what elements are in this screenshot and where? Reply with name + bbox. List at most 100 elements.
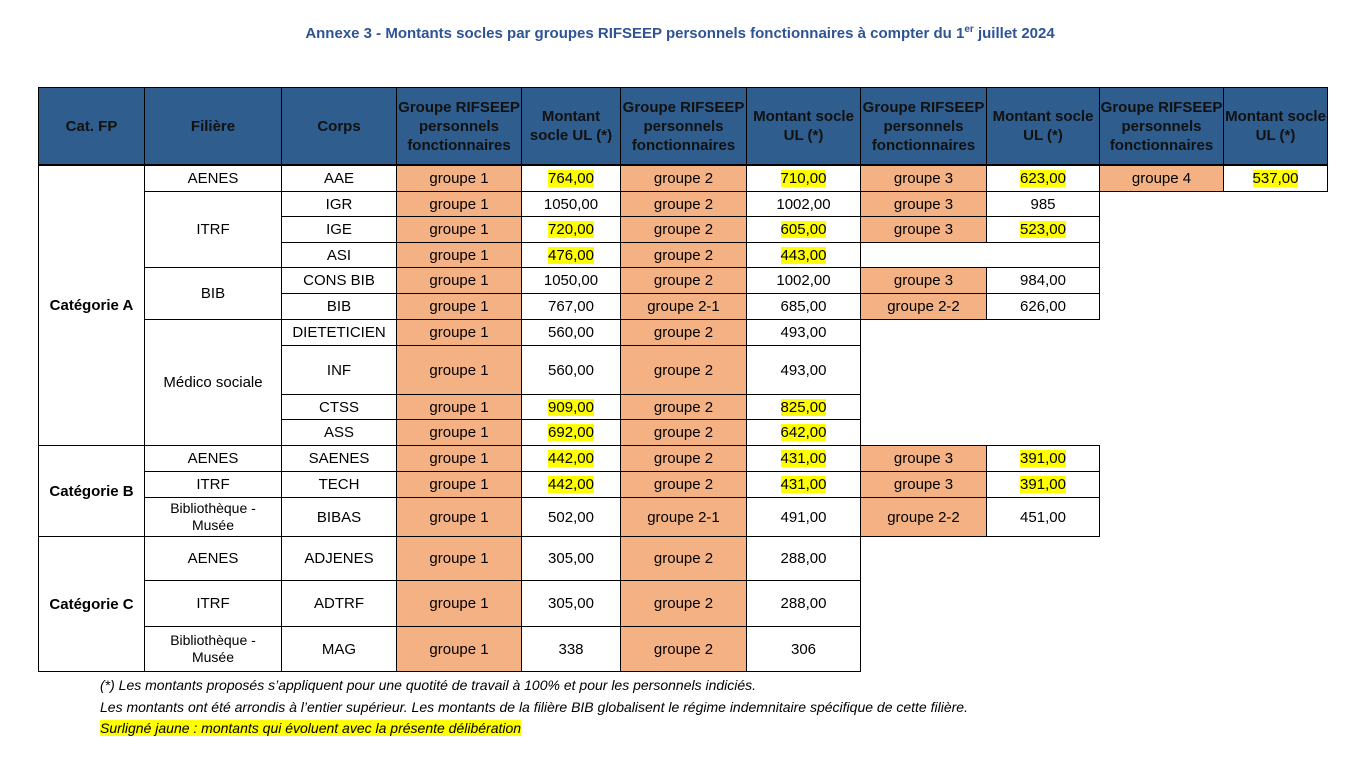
group-cell: groupe 2 xyxy=(620,191,747,217)
group-cell-text: groupe 2 xyxy=(653,424,714,441)
amount-cell-text: 984,00 xyxy=(1020,272,1066,289)
group-cell-text: groupe 2 xyxy=(653,640,714,658)
group-cell: groupe 1 xyxy=(396,345,522,395)
group-cell: groupe 2-2 xyxy=(860,497,987,537)
amount-cell: 431,00 xyxy=(746,471,861,498)
group-cell: groupe 2 xyxy=(620,626,747,672)
amount-cell: 502,00 xyxy=(521,497,621,537)
group-cell-text: groupe 1 xyxy=(429,476,489,493)
amount-cell: 985 xyxy=(986,191,1100,217)
group-cell-text: groupe 2 xyxy=(653,170,714,187)
category-cell: Catégorie C xyxy=(38,536,145,672)
group-cell-text: groupe 2 xyxy=(653,272,714,289)
filiere-cell: ITRF xyxy=(144,191,282,268)
group-cell: groupe 2 xyxy=(620,536,747,581)
group-cell-text: groupe 1 xyxy=(429,550,489,567)
corps-cell-text: BIBAS xyxy=(316,508,362,526)
amount-cell: 306 xyxy=(746,626,861,672)
filiere-cell: Bibliothèque - Musée xyxy=(144,626,282,672)
category-cell-text: Catégorie A xyxy=(49,297,134,314)
group-cell: groupe 2 xyxy=(620,319,747,346)
corps-cell-text: DIETETICIEN xyxy=(292,324,386,341)
filiere-cell-text: ITRF xyxy=(196,476,230,493)
amount-cell: 391,00 xyxy=(986,471,1100,498)
header-cell: Groupe RIFSEEP personnels fonctionnaires xyxy=(1099,87,1224,165)
amount-cell-text: 306 xyxy=(790,640,817,658)
group-cell: groupe 1 xyxy=(396,191,522,217)
amount-cell: 909,00 xyxy=(521,394,621,420)
corps-cell-text: CTSS xyxy=(318,398,359,416)
amount-cell: 523,00 xyxy=(986,216,1100,243)
header-cell: Groupe RIFSEEP personnels fonctionnaires xyxy=(396,87,522,165)
group-cell: groupe 1 xyxy=(396,536,522,581)
filiere-cell: Médico sociale xyxy=(144,319,282,446)
category-cell-text: Catégorie B xyxy=(49,482,134,500)
amount-cell-text: 909,00 xyxy=(548,398,594,416)
group-cell-text: groupe 1 xyxy=(429,450,489,467)
group-cell-text: groupe 1 xyxy=(429,424,489,441)
amount-cell-text: 443,00 xyxy=(780,246,827,264)
footnotes: (*) Les montants proposés s’appliquent p… xyxy=(100,675,968,740)
amount-cell: 623,00 xyxy=(986,165,1100,192)
group-cell: groupe 3 xyxy=(860,165,987,192)
filiere-cell: AENES xyxy=(144,445,282,472)
group-cell-text: groupe 2-2 xyxy=(887,508,960,526)
group-cell-text: groupe 2-1 xyxy=(647,298,720,315)
group-cell: groupe 2-1 xyxy=(620,293,747,320)
amount-cell: 493,00 xyxy=(746,345,861,395)
corps-cell-text: ADJENES xyxy=(304,550,374,567)
group-cell-text: groupe 2 xyxy=(653,246,714,264)
group-cell-text: groupe 2 xyxy=(653,195,714,213)
corps-cell-text: MAG xyxy=(321,640,357,658)
group-cell-text: groupe 1 xyxy=(429,170,489,187)
header-cell: Cat. FP xyxy=(38,87,145,165)
header-cell: Montant socle UL (*) xyxy=(1223,87,1328,165)
header-cell-text: Montant socle UL (*) xyxy=(1225,108,1326,144)
header-cell: Montant socle UL (*) xyxy=(521,87,621,165)
filiere-cell-text: ITRF xyxy=(196,595,230,612)
group-cell-text: groupe 2 xyxy=(653,476,714,493)
group-cell-text: groupe 1 xyxy=(429,246,489,264)
amount-cell-text: 523,00 xyxy=(1020,221,1066,238)
group-cell-text: groupe 2 xyxy=(653,450,714,467)
group-cell: groupe 1 xyxy=(396,319,522,346)
amount-cell-text: 767,00 xyxy=(548,298,594,315)
title-sup: er xyxy=(964,24,974,35)
footnote-line: Les montants ont été arrondis à l’entier… xyxy=(100,697,968,719)
filiere-cell-text: Bibliothèque - Musée xyxy=(170,500,256,533)
group-cell: groupe 1 xyxy=(396,242,522,268)
corps-cell: TECH xyxy=(281,471,397,498)
header-cell-text: Groupe RIFSEEP personnels fonctionnaires xyxy=(1100,98,1223,154)
corps-cell: BIBAS xyxy=(281,497,397,537)
corps-cell: IGE xyxy=(281,216,397,243)
group-cell-text: groupe 2-2 xyxy=(887,298,960,315)
group-cell-text: groupe 1 xyxy=(429,361,489,379)
group-cell: groupe 3 xyxy=(860,445,987,472)
group-cell-text: groupe 3 xyxy=(893,476,954,493)
group-cell: groupe 2 xyxy=(620,471,747,498)
group-cell: groupe 2 xyxy=(620,394,747,420)
amount-cell-text: 288,00 xyxy=(780,595,827,612)
amount-cell: 1002,00 xyxy=(746,191,861,217)
group-cell-text: groupe 3 xyxy=(893,272,954,289)
amount-cell: 605,00 xyxy=(746,216,861,243)
amount-cell: 685,00 xyxy=(746,293,861,320)
amount-cell: 692,00 xyxy=(521,419,621,446)
group-cell: groupe 3 xyxy=(860,191,987,217)
group-cell-text: groupe 2 xyxy=(653,398,714,416)
group-cell-text: groupe 1 xyxy=(429,195,489,213)
group-cell: groupe 3 xyxy=(860,216,987,243)
filiere-cell: AENES xyxy=(144,165,282,192)
group-cell: groupe 2 xyxy=(620,580,747,627)
amount-cell-text: 623,00 xyxy=(1020,170,1066,187)
header-cell: Filière xyxy=(144,87,282,165)
amount-cell: 391,00 xyxy=(986,445,1100,472)
amount-cell-text: 288,00 xyxy=(780,550,827,567)
amount-cell-text: 537,00 xyxy=(1252,170,1299,187)
amount-cell: 443,00 xyxy=(746,242,861,268)
header-cell-text: Cat. FP xyxy=(65,117,118,135)
header-cell: Groupe RIFSEEP personnels fonctionnaires xyxy=(620,87,747,165)
amount-cell: 764,00 xyxy=(521,165,621,192)
header-cell: Montant socle UL (*) xyxy=(986,87,1100,165)
amount-cell-text: 1050,00 xyxy=(543,195,599,213)
